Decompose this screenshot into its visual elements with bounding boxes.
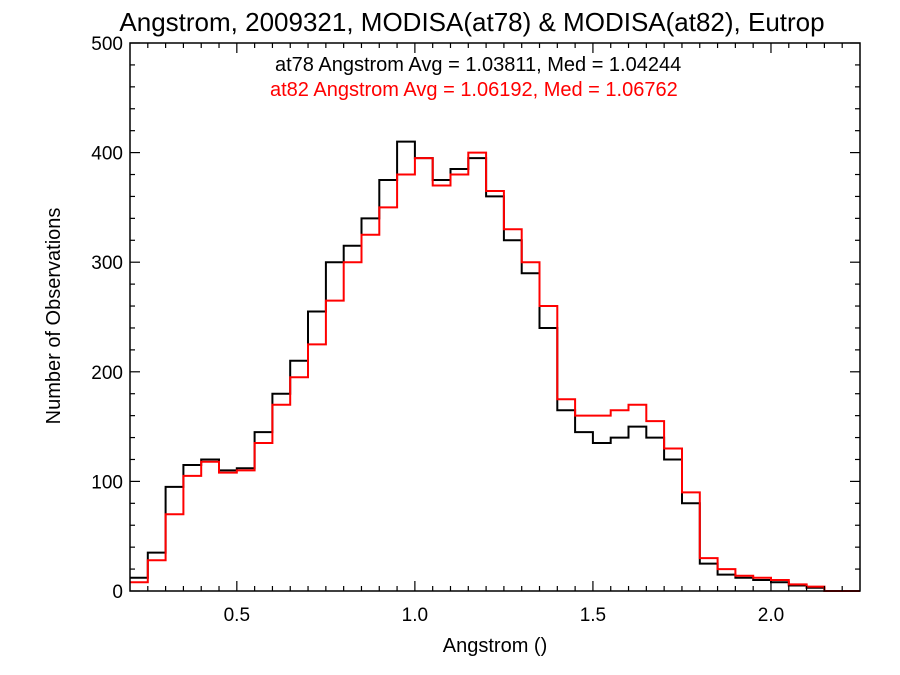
y-tick-label: 100 bbox=[91, 472, 123, 493]
y-tick-label: 0 bbox=[112, 582, 123, 603]
x-tick-label: 2.0 bbox=[758, 605, 784, 626]
y-tick-label: 300 bbox=[91, 253, 123, 274]
y-tick-label: 200 bbox=[91, 363, 123, 384]
x-axis-label: Angstrom () bbox=[443, 635, 547, 657]
y-axis-label: Number of Observations bbox=[43, 208, 65, 425]
series-layer bbox=[130, 140, 860, 592]
y-tick-label: 400 bbox=[91, 144, 123, 165]
series-line-0 bbox=[130, 140, 860, 592]
chart-title: Angstrom, 2009321, MODISA(at78) & MODISA… bbox=[119, 7, 824, 37]
series-line-1 bbox=[130, 151, 860, 592]
at82-stats-annotation: at82 Angstrom Avg = 1.06192, Med = 1.067… bbox=[270, 79, 678, 101]
x-tick-label: 1.0 bbox=[402, 605, 428, 626]
axis-layer: 0.5 1.0 1.5 2.0 0 100 200 300 400 500 bbox=[91, 34, 860, 626]
x-tick-label: 1.5 bbox=[580, 605, 606, 626]
y-tick-label: 500 bbox=[91, 34, 123, 55]
plot-frame bbox=[129, 42, 861, 592]
x-tick-label: 0.5 bbox=[224, 605, 250, 626]
at78-stats-annotation: at78 Angstrom Avg = 1.03811, Med = 1.042… bbox=[275, 54, 681, 76]
